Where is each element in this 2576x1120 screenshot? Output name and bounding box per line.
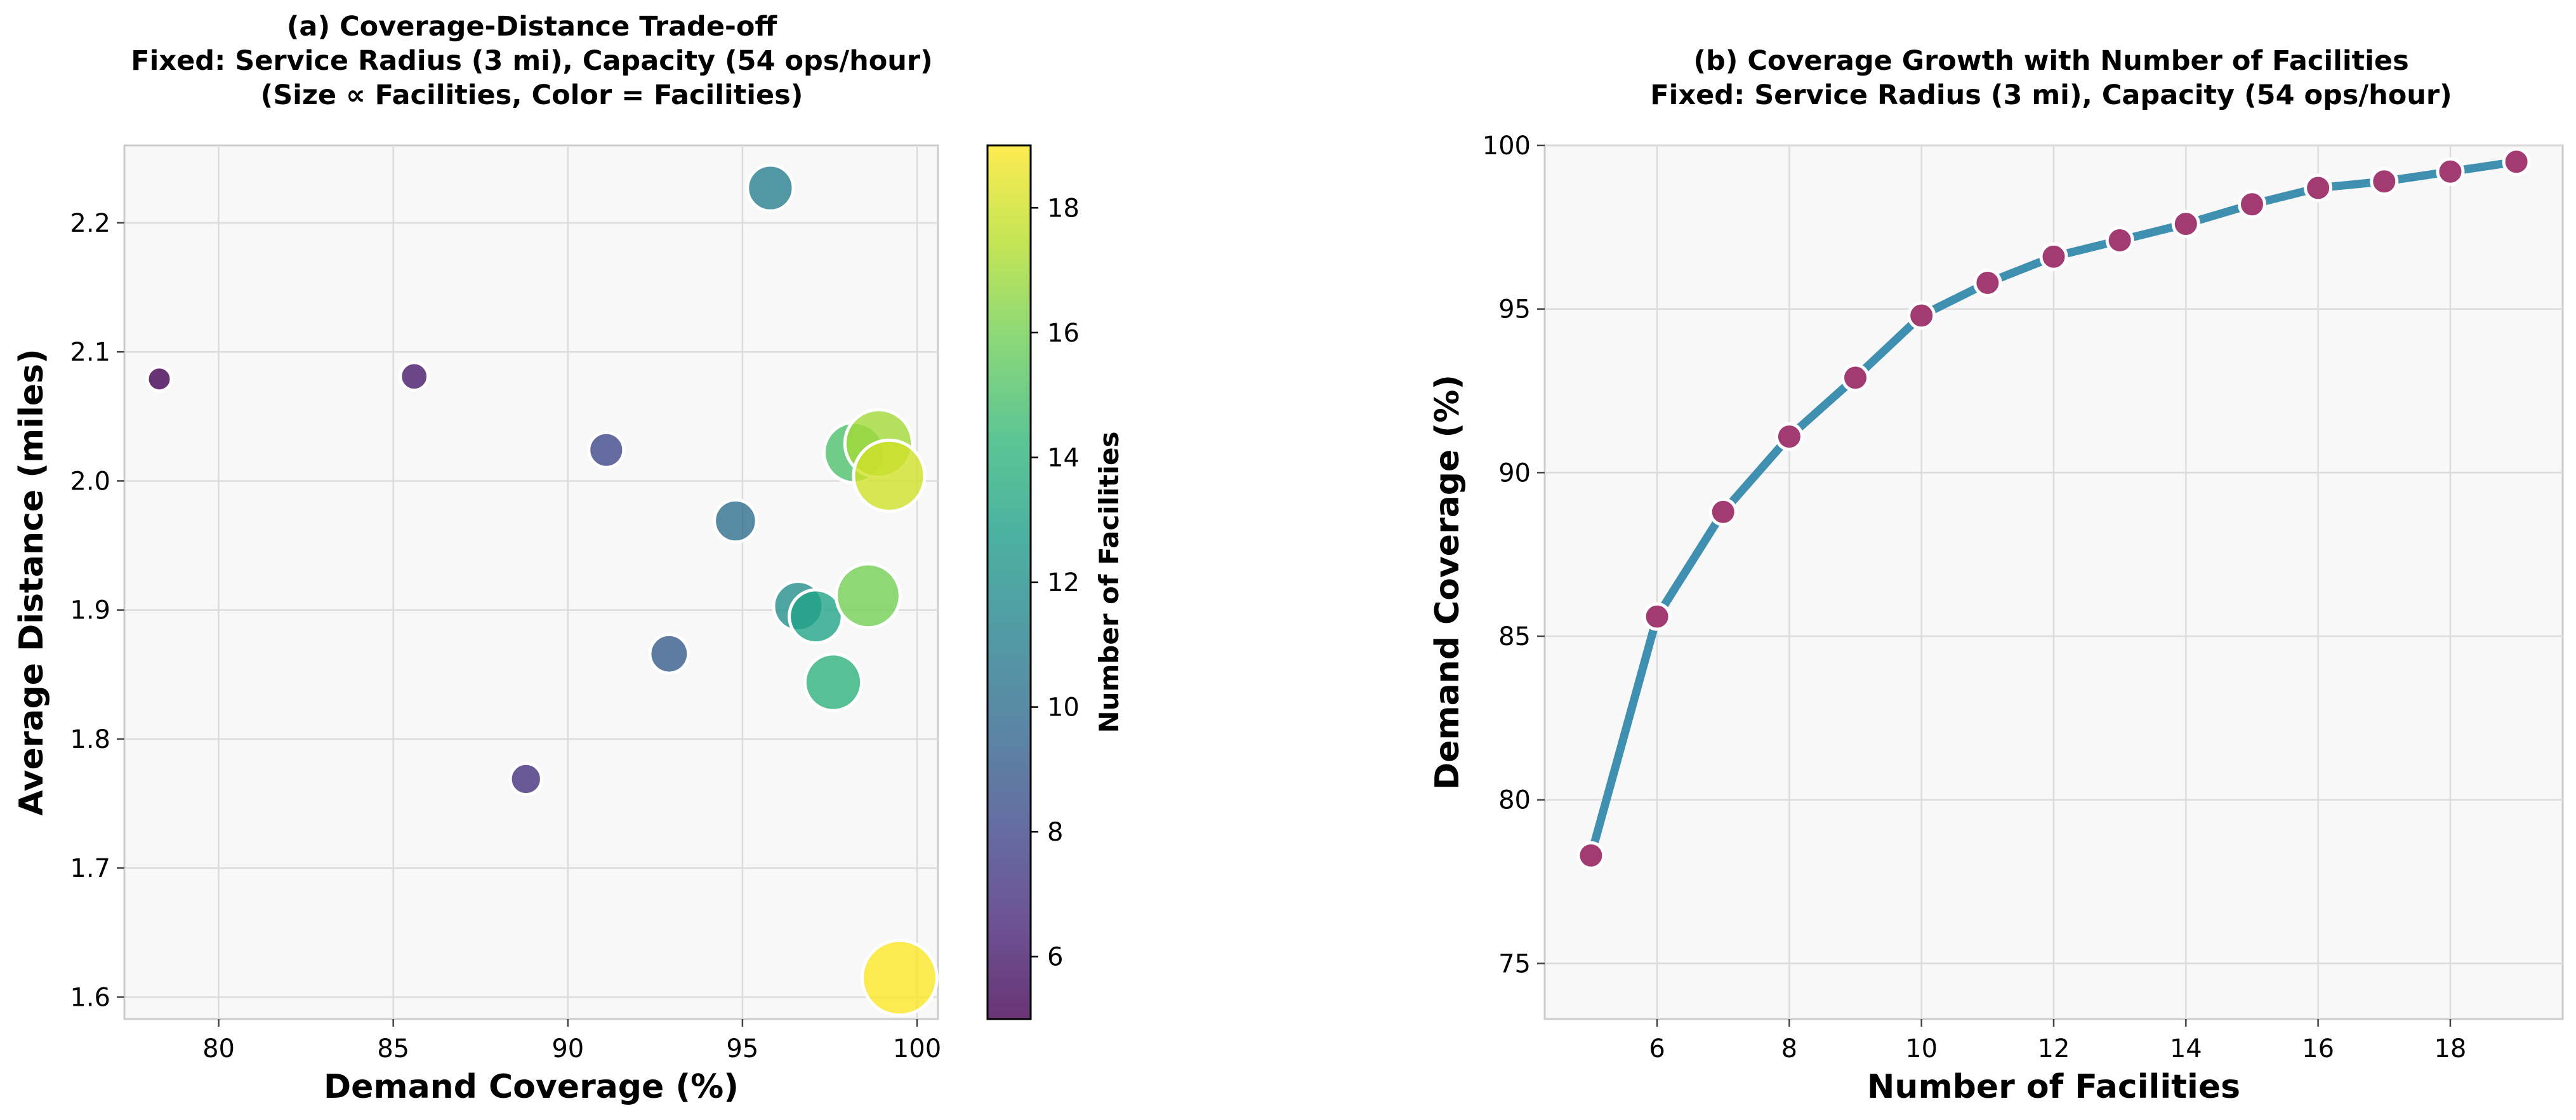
scatter-y-tick-label: 2.0 bbox=[70, 467, 110, 496]
line-x-axis-label: Number of Facilities bbox=[1867, 1068, 2240, 1106]
scatter-point bbox=[852, 438, 927, 513]
scatter-point bbox=[788, 588, 844, 645]
line-y-tick-label: 95 bbox=[1498, 295, 1531, 324]
line-x-tick-label: 8 bbox=[1781, 1034, 1797, 1063]
colorbar bbox=[986, 144, 1032, 1020]
scatter-plot-area bbox=[123, 144, 939, 1020]
scatter-x-axis-label: Demand Coverage (%) bbox=[324, 1068, 739, 1106]
colorbar-tick-label: 8 bbox=[1047, 818, 1063, 847]
coverage-point bbox=[2039, 242, 2068, 271]
scatter-point bbox=[835, 562, 902, 630]
coverage-point bbox=[2171, 210, 2200, 239]
scatter-point bbox=[803, 652, 864, 712]
scatter-point bbox=[648, 632, 690, 675]
colorbar-tick-label: 10 bbox=[1047, 693, 1080, 723]
scatter-point bbox=[587, 430, 626, 469]
scatter-y-tick-label: 1.8 bbox=[70, 725, 110, 754]
scatter-ticks: 80 85 90 95 100 1.6 1.7 1.8 1.9 2.0 2.1 2.2 bbox=[70, 209, 941, 1063]
scatter-y-tick-label: 1.7 bbox=[70, 854, 110, 883]
colorbar-tick-label: 12 bbox=[1047, 568, 1080, 597]
coverage-point bbox=[1774, 422, 1804, 451]
scatter-grid bbox=[124, 145, 938, 1019]
coverage-point bbox=[1841, 363, 1870, 392]
coverage-point bbox=[1576, 841, 1606, 870]
scatter-title-line-3: (Size ∝ Facilities, Color = Facilities) bbox=[261, 79, 803, 111]
line-ticks: 6 8 10 12 14 16 18 75 80 85 90 95 100 bbox=[1483, 131, 2467, 1063]
coverage-point bbox=[2436, 157, 2465, 186]
line-y-tick-label: 100 bbox=[1483, 131, 1531, 161]
line-series bbox=[1576, 147, 2531, 870]
scatter-point bbox=[145, 365, 173, 393]
line-x-tick-label: 14 bbox=[2170, 1034, 2202, 1063]
colorbar-tick-label: 16 bbox=[1047, 319, 1080, 348]
scatter-title-line-2: Fixed: Service Radius (3 mi), Capacity (… bbox=[131, 45, 932, 77]
coverage-point bbox=[1708, 497, 1738, 526]
scatter-y-tick-label: 1.9 bbox=[70, 596, 110, 625]
line-x-tick-label: 16 bbox=[2302, 1034, 2334, 1063]
line-y-tick-label: 75 bbox=[1498, 949, 1531, 978]
line-grid bbox=[1545, 144, 2563, 1019]
line-x-tick-label: 10 bbox=[1905, 1034, 1938, 1063]
scatter-point bbox=[746, 163, 795, 213]
scatter-title-line-1: (a) Coverage-Distance Trade-off bbox=[287, 11, 778, 43]
line-y-tick-label: 80 bbox=[1498, 786, 1531, 815]
scatter-point bbox=[508, 761, 543, 797]
colorbar-tick-label: 18 bbox=[1047, 194, 1080, 223]
coverage-point bbox=[1973, 268, 2002, 297]
scatter-y-tick-label: 2.1 bbox=[70, 338, 110, 367]
scatter-x-tick-label: 90 bbox=[552, 1034, 584, 1063]
line-title-line-1: (b) Coverage Growth with Number of Facil… bbox=[1693, 45, 2408, 77]
line-y-tick-label: 90 bbox=[1498, 458, 1531, 488]
line-panel: (b) Coverage Growth with Number of Facil… bbox=[1429, 45, 2564, 1106]
coverage-point bbox=[2237, 190, 2266, 219]
scatter-points bbox=[145, 163, 939, 1017]
scatter-point bbox=[399, 361, 430, 392]
scatter-point bbox=[713, 498, 758, 544]
coverage-point bbox=[2304, 173, 2333, 203]
coverage-point bbox=[1642, 602, 1672, 631]
coverage-point bbox=[2105, 225, 2134, 255]
line-y-tick-label: 85 bbox=[1498, 622, 1531, 651]
colorbar-tick-label: 14 bbox=[1047, 443, 1080, 472]
coverage-point bbox=[2502, 147, 2531, 177]
line-y-axis-label: Demand Coverage (%) bbox=[1429, 375, 1467, 790]
scatter-y-tick-label: 1.6 bbox=[70, 983, 110, 1012]
scatter-x-tick-label: 80 bbox=[202, 1034, 235, 1063]
line-x-tick-label: 6 bbox=[1649, 1034, 1665, 1063]
line-x-tick-label: 18 bbox=[2434, 1034, 2466, 1063]
scatter-x-tick-label: 95 bbox=[726, 1034, 758, 1063]
scatter-y-tick-label: 2.2 bbox=[70, 209, 110, 238]
scatter-y-axis-label: Average Distance (miles) bbox=[13, 349, 51, 816]
coverage-point bbox=[2370, 167, 2399, 196]
colorbar-label: Number of Facilities bbox=[1093, 431, 1125, 733]
colorbar-ticks: 6 8 10 12 14 16 18 bbox=[1031, 194, 1080, 972]
colorbar-tick-label: 6 bbox=[1047, 943, 1063, 972]
coverage-point bbox=[1907, 301, 1936, 330]
scatter-panel: (a) Coverage-Distance Trade-off Fixed: S… bbox=[13, 11, 1125, 1106]
scatter-x-tick-label: 85 bbox=[377, 1034, 409, 1063]
scatter-point bbox=[861, 938, 939, 1017]
scatter-x-tick-label: 100 bbox=[893, 1034, 941, 1063]
line-x-tick-label: 12 bbox=[2038, 1034, 2070, 1063]
line-title-line-2: Fixed: Service Radius (3 mi), Capacity (… bbox=[1650, 79, 2452, 111]
